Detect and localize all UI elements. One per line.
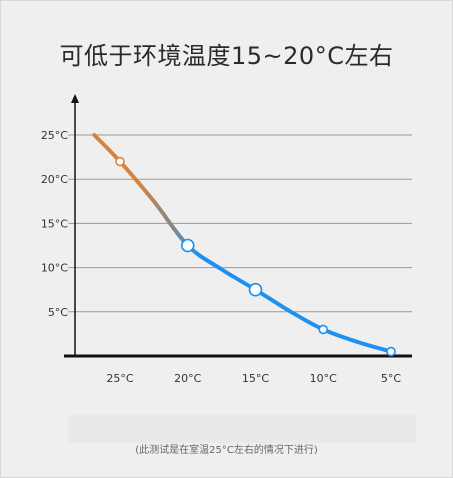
x-tick-label: 5°C [381, 372, 401, 385]
x-tick-label: 25°C [106, 372, 133, 385]
data-markers [115, 156, 396, 357]
axis-layer [64, 94, 412, 358]
x-tick-label: 20°C [174, 372, 201, 385]
chart-title: 可低于环境温度15~20°C左右 [59, 42, 394, 70]
y-tick-labels: 25°C 20°C 15°C 10°C 5°C [41, 129, 68, 319]
x-tick-label: 15°C [242, 372, 269, 385]
x-tick-label: 10°C [310, 372, 337, 385]
data-point [248, 282, 263, 297]
grid-layer [68, 134, 412, 313]
y-tick-label: 15°C [41, 217, 68, 230]
y-tick-label: 10°C [41, 262, 68, 275]
cooling-curve [92, 133, 393, 354]
x-tick-labels: 25°C 20°C 15°C 10°C 5°C [106, 372, 401, 385]
y-axis-arrow-icon [71, 94, 79, 103]
footnote: (此测试是在室温25°C左右的情况下进行) [135, 445, 318, 456]
data-point [318, 324, 329, 335]
y-tick-label: 5°C [48, 306, 68, 319]
data-point [115, 156, 125, 167]
y-tick-label: 20°C [41, 173, 68, 186]
footnote-band [68, 415, 416, 443]
y-tick-label: 25°C [41, 129, 68, 142]
data-point [180, 238, 195, 253]
data-point [386, 346, 396, 357]
